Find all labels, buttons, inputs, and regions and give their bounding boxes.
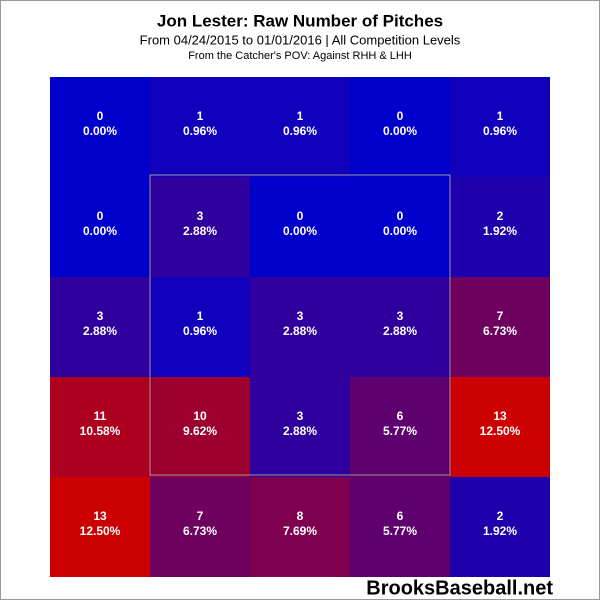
cell-count: 1 [497, 109, 504, 123]
cell-share: 7.69% [283, 524, 317, 538]
cell-count: 0 [97, 209, 104, 223]
cell-count: 3 [297, 309, 304, 323]
heat-cell [50, 377, 150, 477]
cell-share: 5.77% [383, 524, 417, 538]
cell-share: 9.62% [183, 424, 217, 438]
cell-count: 3 [397, 309, 404, 323]
heat-cell [350, 477, 450, 577]
cell-count: 13 [493, 409, 507, 423]
cell-share: 0.00% [383, 124, 417, 138]
cell-share: 1.92% [483, 524, 517, 538]
heat-cell [150, 277, 250, 377]
cell-count: 0 [97, 109, 104, 123]
cell-count: 0 [297, 209, 304, 223]
cell-share: 0.96% [183, 324, 217, 338]
cell-count: 1 [197, 109, 204, 123]
cell-share: 0.00% [383, 224, 417, 238]
heat-cell [250, 377, 350, 477]
cell-share: 1.92% [483, 224, 517, 238]
cell-count: 3 [197, 209, 204, 223]
heat-cell [450, 77, 550, 177]
chart-note: From the Catcher's POV: Against RHH & LH… [188, 50, 412, 62]
cell-share: 2.88% [183, 224, 217, 238]
heat-cell [350, 277, 450, 377]
cell-count: 8 [297, 509, 304, 523]
heatmap-grid: 00.00%10.96%10.96%00.00%10.96%00.00%32.8… [50, 77, 550, 577]
heat-cell [250, 77, 350, 177]
heat-cell [50, 77, 150, 177]
cell-share: 0.96% [283, 124, 317, 138]
cell-share: 2.88% [283, 324, 317, 338]
cell-share: 0.96% [483, 124, 517, 138]
cell-count: 6 [397, 409, 404, 423]
chart-subtitle: From 04/24/2015 to 01/01/2016 | All Comp… [140, 32, 461, 47]
watermark: BrooksBaseball.net [366, 577, 553, 599]
heat-cell [150, 477, 250, 577]
heat-cell [150, 77, 250, 177]
heat-cell [350, 377, 450, 477]
cell-count: 0 [397, 109, 404, 123]
heat-cell [450, 377, 550, 477]
cell-count: 11 [94, 409, 107, 423]
cell-count: 7 [497, 309, 504, 323]
heat-cell [250, 277, 350, 377]
heat-cell [50, 177, 150, 277]
cell-share: 6.73% [183, 524, 217, 538]
cell-share: 2.88% [383, 324, 417, 338]
cell-share: 12.50% [480, 424, 521, 438]
heat-cell [450, 177, 550, 277]
strike-zone [149, 174, 451, 476]
heat-cell [350, 177, 450, 277]
cell-share: 0.00% [83, 224, 117, 238]
cell-share: 12.50% [80, 524, 121, 538]
cell-count: 3 [97, 309, 104, 323]
cell-count: 2 [497, 509, 504, 523]
cell-share: 2.88% [283, 424, 317, 438]
heat-cell [250, 477, 350, 577]
cell-count: 13 [93, 509, 107, 523]
heat-cell [350, 77, 450, 177]
cell-count: 3 [297, 409, 304, 423]
chart-title: Jon Lester: Raw Number of Pitches [157, 11, 443, 30]
cell-count: 2 [497, 209, 504, 223]
heat-cell [250, 177, 350, 277]
heat-cell [50, 277, 150, 377]
cell-count: 6 [397, 509, 404, 523]
cell-share: 5.77% [383, 424, 417, 438]
cell-share: 2.88% [83, 324, 117, 338]
cell-count: 1 [197, 309, 204, 323]
heat-cell [50, 477, 150, 577]
cell-count: 7 [197, 509, 204, 523]
cell-share: 6.73% [483, 324, 517, 338]
heat-cell [450, 477, 550, 577]
cell-share: 0.96% [183, 124, 217, 138]
heat-cell [450, 277, 550, 377]
cell-count: 10 [193, 409, 207, 423]
cell-count: 0 [397, 209, 404, 223]
cell-share: 10.58% [80, 424, 121, 438]
heat-cell [150, 377, 250, 477]
heat-cell [150, 177, 250, 277]
cell-count: 1 [297, 109, 304, 123]
cell-share: 0.00% [283, 224, 317, 238]
cell-share: 0.00% [83, 124, 117, 138]
